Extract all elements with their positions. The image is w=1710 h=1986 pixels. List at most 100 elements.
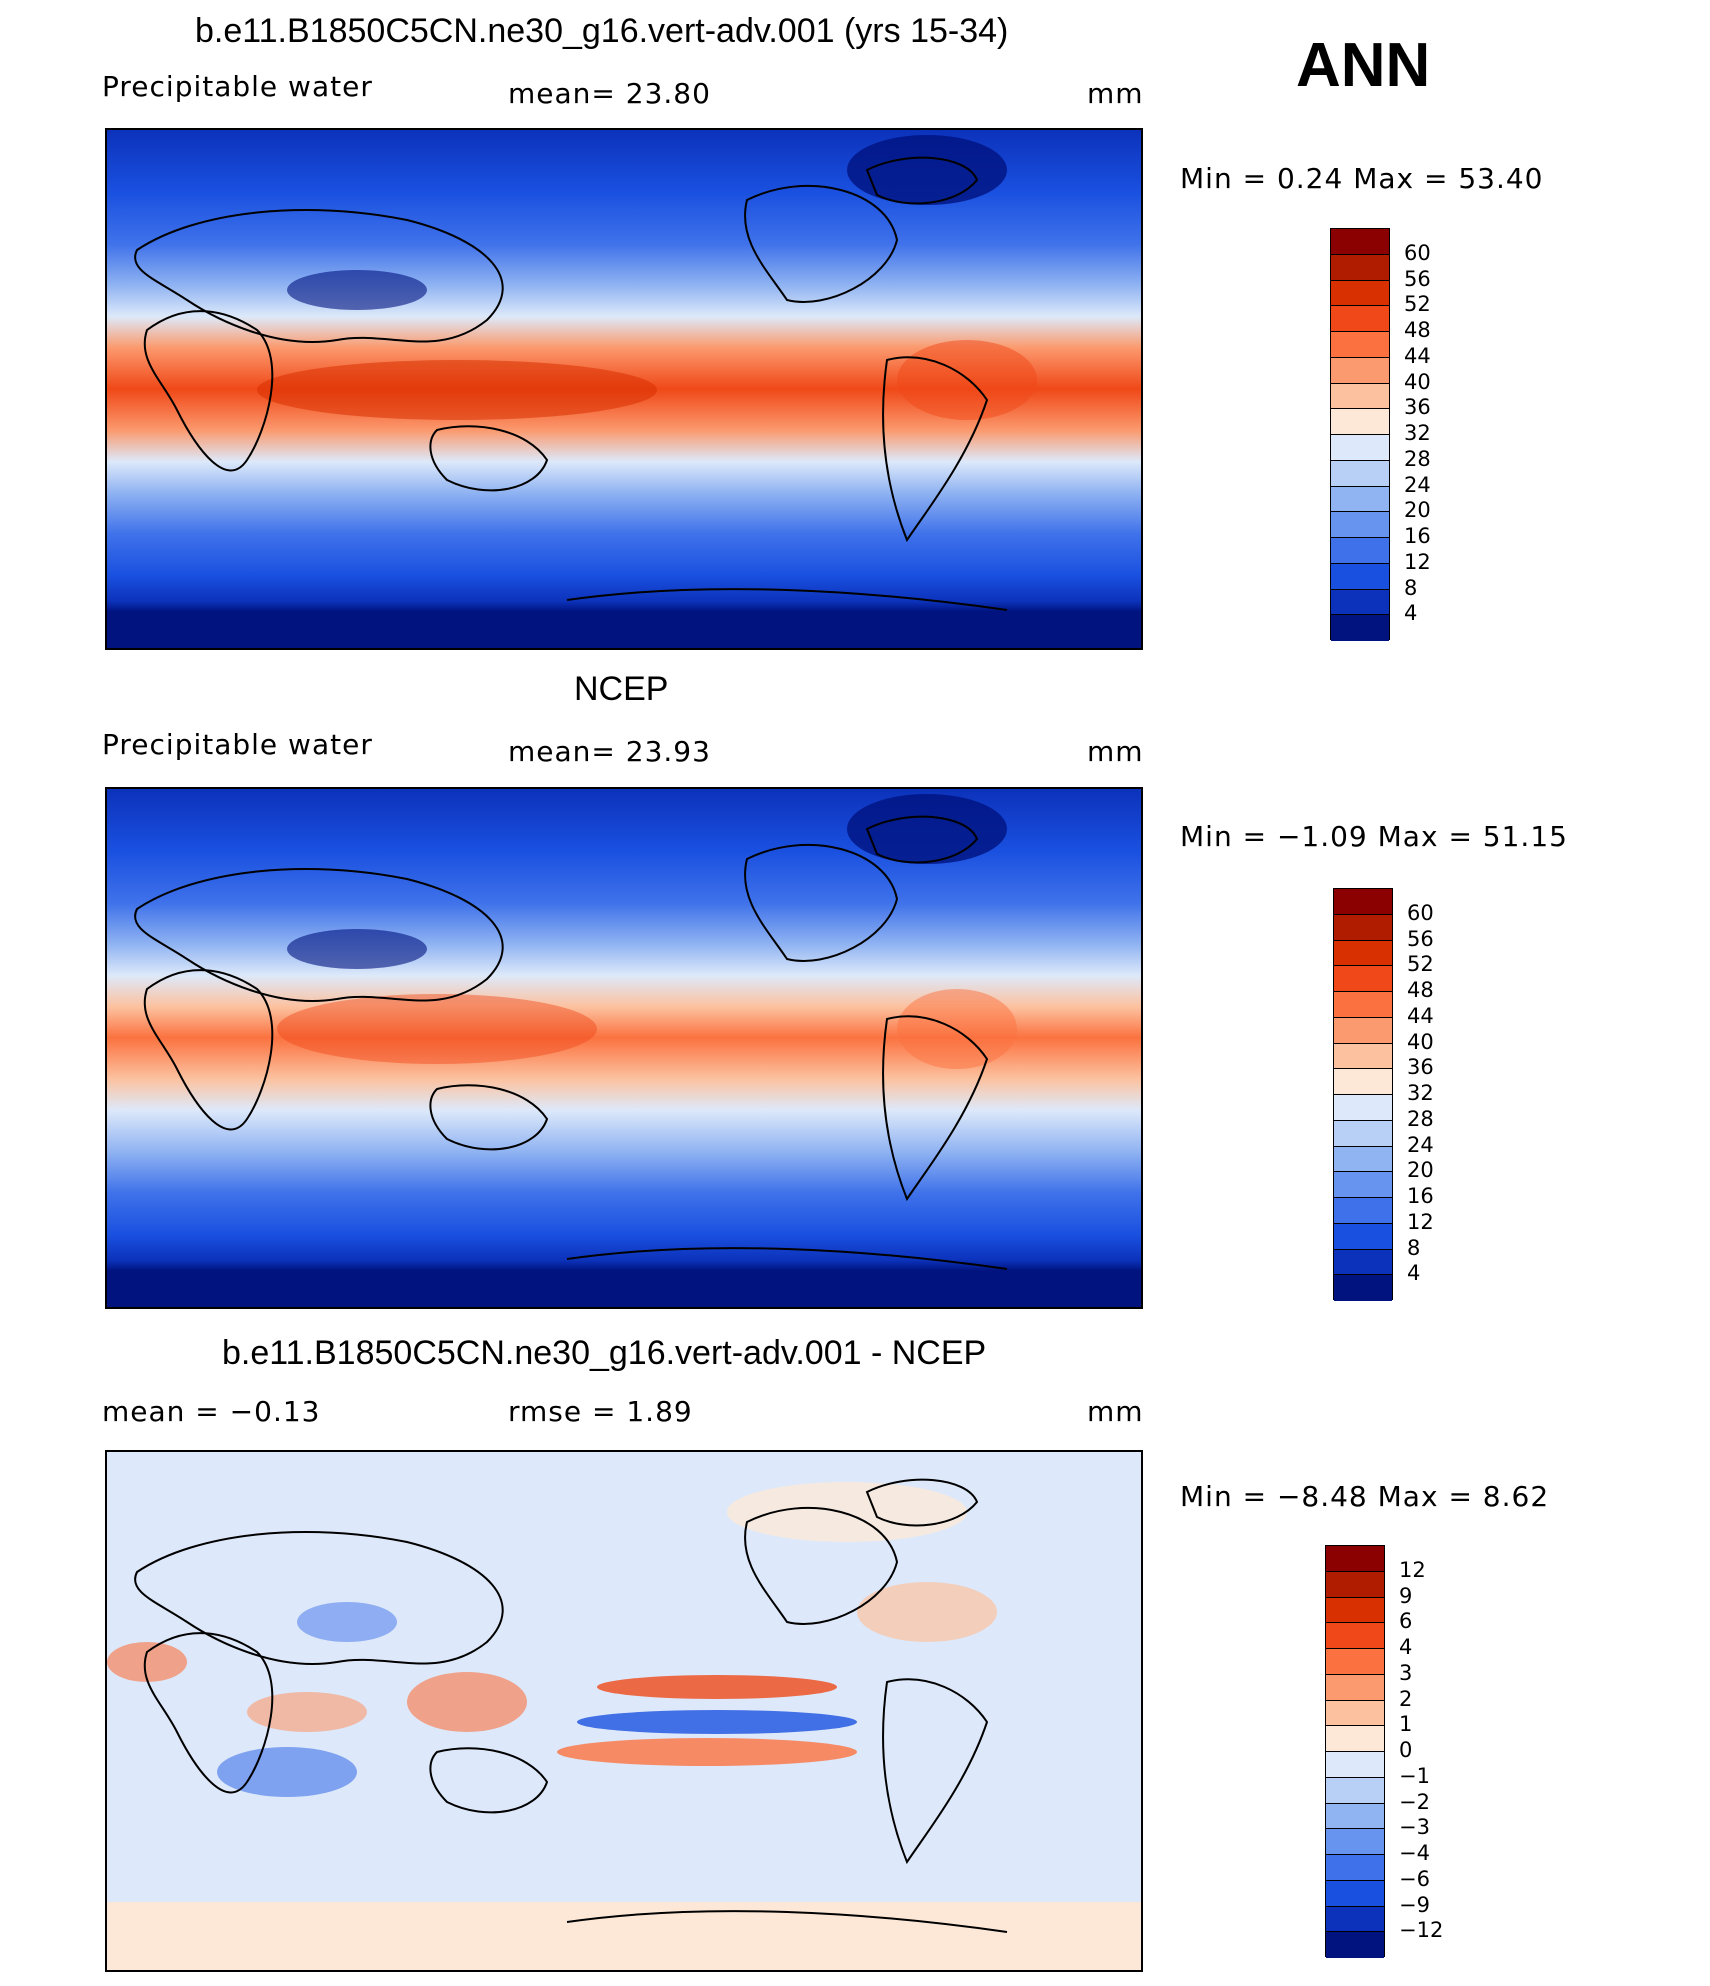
colorbar-label: 12 — [1399, 1557, 1426, 1582]
colorbar-segment — [1334, 992, 1392, 1018]
colorbar-segment — [1326, 1829, 1384, 1855]
colorbar-label: 60 — [1404, 240, 1431, 265]
colorbar-segment — [1331, 512, 1389, 538]
colorbar-label: 52 — [1404, 292, 1431, 317]
colorbar-label: 24 — [1404, 472, 1431, 497]
colorbar-label: 40 — [1407, 1029, 1434, 1054]
colorbar-segment — [1331, 229, 1389, 255]
colorbar-label: 32 — [1407, 1081, 1434, 1105]
colorbar-segment — [1334, 1095, 1392, 1121]
colorbar-label: 8 — [1407, 1235, 1421, 1260]
colorbar-label: 8 — [1404, 575, 1418, 600]
colorbar-label: 4 — [1404, 601, 1418, 626]
panel1-title: b.e11.B1850C5CN.ne30_g16.vert-adv.001 (y… — [195, 12, 1009, 50]
panel1-units-label: mm — [1087, 77, 1144, 110]
colorbar-segment — [1331, 254, 1389, 281]
colorbar-segment — [1331, 409, 1389, 435]
panel3-map — [105, 1450, 1143, 1972]
colorbar-label: 1 — [1399, 1712, 1413, 1737]
colorbar-segment — [1331, 563, 1389, 590]
colorbar-label: −6 — [1399, 1866, 1430, 1891]
colorbar-label: 32 — [1404, 421, 1431, 445]
colorbar-label: 44 — [1404, 343, 1431, 368]
colorbar-segment — [1331, 460, 1389, 487]
colorbar-segment — [1331, 383, 1389, 410]
colorbar-segment — [1326, 1623, 1384, 1649]
season-label: ANN — [1296, 31, 1431, 100]
colorbar-label: −3 — [1399, 1815, 1430, 1840]
colorbar-segment — [1334, 1223, 1392, 1250]
colorbar-segment — [1326, 1700, 1384, 1727]
panel1-minmax-label: Min = 0.24 Max = 53.40 — [1180, 162, 1544, 195]
panel2-minmax-label: Min = −1.09 Max = 51.15 — [1180, 820, 1568, 853]
panel2-title: NCEP — [574, 670, 669, 708]
panel3-units-label: mm — [1087, 1395, 1144, 1428]
colorbar-segment — [1326, 1855, 1384, 1881]
colorbar-segment — [1326, 1803, 1384, 1830]
colorbar-label: 4 — [1399, 1635, 1413, 1659]
colorbar-label: 12 — [1404, 549, 1431, 574]
colorbar-label: 52 — [1407, 952, 1434, 977]
panel2-variable-label: Precipitable water — [102, 728, 373, 761]
panel3-title: b.e11.B1850C5CN.ne30_g16.vert-adv.001 - … — [222, 1334, 987, 1372]
colorbar-segment — [1326, 1932, 1384, 1958]
colorbar-segment — [1334, 1146, 1392, 1173]
colorbar-segment — [1334, 1017, 1392, 1044]
colorbar-segment — [1334, 1172, 1392, 1198]
colorbar-segment — [1334, 1069, 1392, 1095]
panel3-minmax-label: Min = −8.48 Max = 8.62 — [1180, 1480, 1550, 1513]
colorbar-label: 24 — [1407, 1132, 1434, 1157]
colorbar-segment — [1326, 1597, 1384, 1624]
colorbar-label: 6 — [1399, 1609, 1413, 1634]
panel3-colorbar-box — [1325, 1545, 1385, 1958]
colorbar-label: 9 — [1399, 1583, 1413, 1608]
colorbar-label: 3 — [1399, 1660, 1413, 1685]
colorbar-segment — [1331, 280, 1389, 307]
colorbar-label: −2 — [1399, 1789, 1430, 1814]
colorbar-label: 28 — [1404, 446, 1431, 471]
panel3-rmse-label: rmse = 1.89 — [508, 1395, 693, 1428]
colorbar-segment — [1334, 966, 1392, 992]
colorbar-segment — [1331, 332, 1389, 358]
colorbar-label: 28 — [1407, 1106, 1434, 1131]
colorbar-segment — [1334, 1120, 1392, 1147]
colorbar-label: 48 — [1404, 318, 1431, 342]
colorbar-label: 56 — [1404, 266, 1431, 291]
colorbar-label: 48 — [1407, 978, 1434, 1002]
colorbar-segment — [1334, 914, 1392, 941]
colorbar-label: 16 — [1404, 524, 1431, 548]
colorbar-label: 40 — [1404, 369, 1431, 394]
colorbar-segment — [1334, 1043, 1392, 1070]
colorbar-segment — [1326, 1752, 1384, 1778]
panel2-units-label: mm — [1087, 735, 1144, 768]
colorbar-segment — [1334, 1198, 1392, 1224]
colorbar-segment — [1326, 1726, 1384, 1752]
colorbar-segment — [1331, 357, 1389, 384]
colorbar-segment — [1326, 1674, 1384, 1701]
colorbar-segment — [1331, 589, 1389, 616]
colorbar-segment — [1334, 1275, 1392, 1301]
colorbar-segment — [1326, 1546, 1384, 1572]
colorbar-segment — [1331, 538, 1389, 564]
panel1-mean-label: mean= 23.80 — [508, 77, 711, 110]
colorbar-segment — [1326, 1571, 1384, 1598]
colorbar-label: 20 — [1404, 498, 1431, 523]
colorbar-segment — [1326, 1906, 1384, 1933]
colorbar-label: −1 — [1399, 1763, 1430, 1788]
colorbar-segment — [1326, 1777, 1384, 1804]
colorbar-label: −4 — [1399, 1841, 1430, 1865]
colorbar-label: 2 — [1399, 1686, 1413, 1711]
panel1-colorbar-box — [1330, 228, 1390, 641]
panel1-variable-label: Precipitable water — [102, 70, 373, 103]
panel2-map — [105, 787, 1143, 1309]
colorbar-label: 12 — [1407, 1209, 1434, 1234]
colorbar-segment — [1331, 435, 1389, 461]
panel1-map — [105, 128, 1143, 650]
colorbar-label: 56 — [1407, 926, 1434, 951]
colorbar-label: −9 — [1399, 1892, 1430, 1917]
colorbar-label: 4 — [1407, 1261, 1421, 1286]
colorbar-segment — [1331, 306, 1389, 332]
colorbar-segment — [1331, 615, 1389, 641]
colorbar-label: 16 — [1407, 1184, 1434, 1208]
panel2-colorbar-box — [1333, 888, 1393, 1301]
